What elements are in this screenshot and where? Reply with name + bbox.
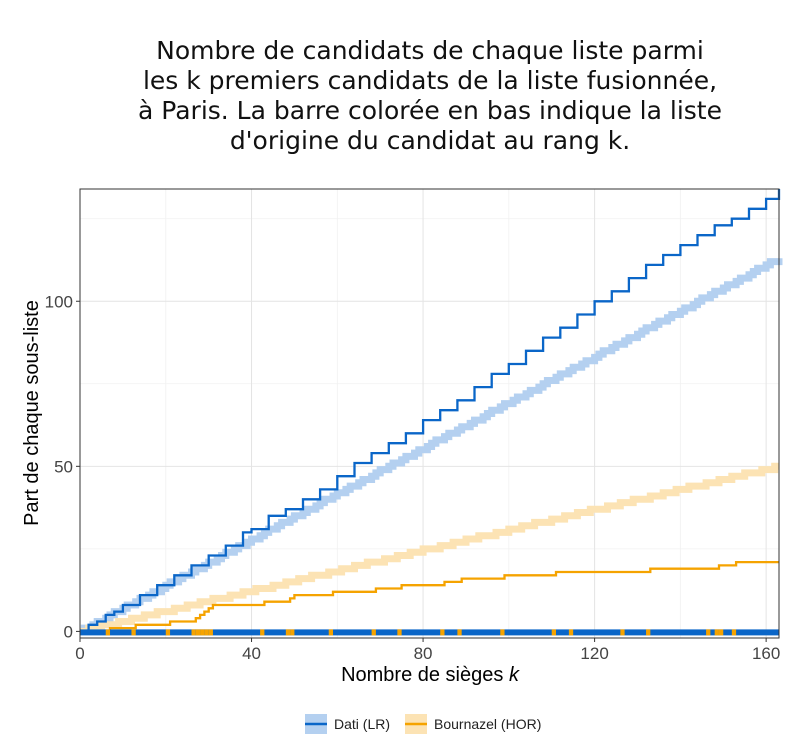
rank-bar-segment <box>397 629 402 636</box>
chart-title: Nombre de candidats de chaque liste parm… <box>80 36 780 156</box>
rank-bar-segment <box>285 629 291 636</box>
rank-bar-segment <box>371 629 376 636</box>
x-tick-label: 80 <box>414 644 433 663</box>
y-axis-ticks: 0 50 100 <box>45 292 80 641</box>
plot-panel <box>80 189 779 638</box>
rank-bar-segment <box>718 629 724 636</box>
expected-band-dati <box>80 258 783 635</box>
y-tick-label: 50 <box>54 457 73 476</box>
x-axis-title: Nombre de sièges k <box>341 664 520 686</box>
y-tick-label: 100 <box>45 292 73 311</box>
rank-bar-segment <box>551 629 557 636</box>
rank-bar-segment <box>714 629 719 636</box>
rank-bar-segment <box>706 629 711 636</box>
rank-bar-segment <box>328 629 334 636</box>
x-tick-label: 0 <box>75 644 84 663</box>
legend-label-dati: Dati (LR) <box>334 716 390 732</box>
chart-title-line: Nombre de candidats de chaque liste parm… <box>156 36 704 65</box>
rank-bar-segment <box>500 629 505 636</box>
x-tick-label: 40 <box>242 644 261 663</box>
rank-bar-segment <box>620 629 625 636</box>
series-line-dati <box>80 189 781 633</box>
legend-label-bournazel: Bournazel (HOR) <box>434 716 541 732</box>
legend: Dati (LR) Bournazel (HOR) <box>305 714 541 734</box>
rank-bar-segment <box>440 629 445 636</box>
chart-title-line: les k premiers candidats de la liste fus… <box>142 66 718 95</box>
x-tick-label: 160 <box>752 644 780 663</box>
series-layer <box>80 189 783 635</box>
rank-bar-segment <box>200 629 205 636</box>
x-axis-label: Nombre de sièges <box>341 664 503 686</box>
rank-bar-segment <box>290 629 295 636</box>
panel-border <box>79 188 780 639</box>
rank-bar-segment <box>457 629 462 636</box>
rank-bar-base <box>80 629 779 636</box>
series-line-bournazel <box>80 560 779 633</box>
rank-bar-segment <box>568 629 574 636</box>
rank-bar-segment <box>131 629 136 636</box>
rank-bar-segment <box>191 629 196 636</box>
rank-bar-segment <box>208 629 213 636</box>
expected-band-bournazel <box>80 462 779 635</box>
y-tick-label: 0 <box>64 622 73 641</box>
rank-bar-segment <box>646 629 651 636</box>
x-axis-ticks: 0 40 80 120 160 <box>75 638 780 663</box>
rank-bar-segment <box>195 629 201 636</box>
rank-bar-segment <box>204 629 209 636</box>
x-tick-label: 120 <box>580 644 608 663</box>
y-axis-title: Part de chaque sous-liste <box>21 300 43 526</box>
rank-bar-segment <box>165 629 171 636</box>
rank-bar <box>80 629 779 636</box>
chart-title-line: à Paris. La barre colorée en bas indique… <box>138 96 722 125</box>
rank-bar-segment <box>260 629 265 636</box>
rank-bar-segment <box>105 629 111 636</box>
rank-bar-segment <box>731 629 737 636</box>
x-axis-variable: k <box>509 664 520 686</box>
chart-title-line: d'origine du candidat au rang k. <box>229 126 631 155</box>
